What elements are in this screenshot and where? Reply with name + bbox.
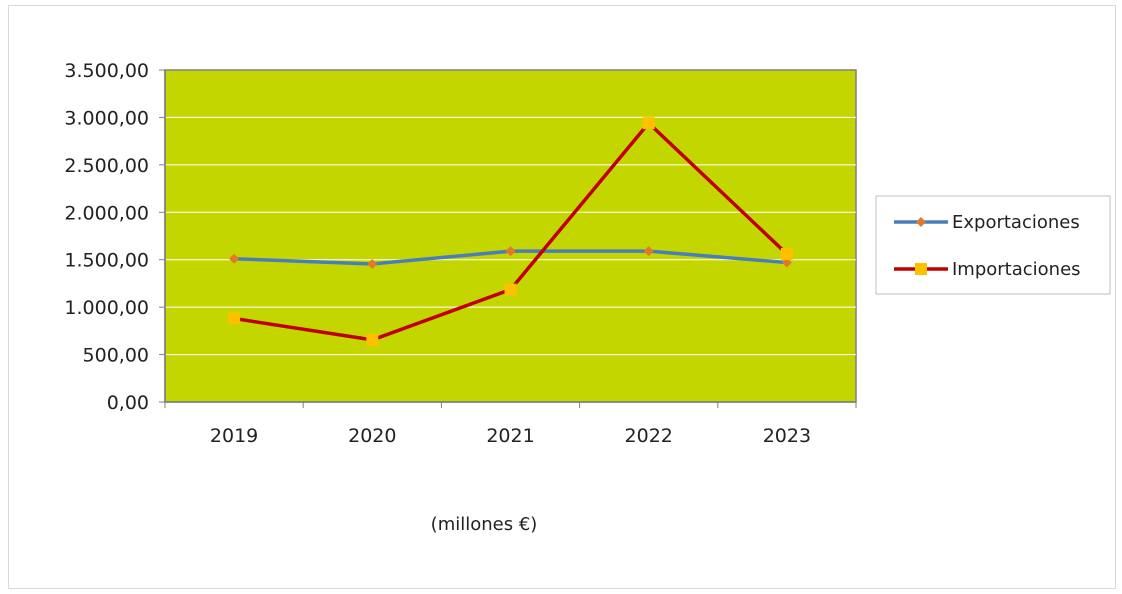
data-point-importaciones xyxy=(228,312,241,325)
x-tick-labels: 2019 2020 2021 2022 2023 xyxy=(210,425,811,447)
data-point-exportaciones xyxy=(643,246,654,257)
legend-label-importaciones: Importaciones xyxy=(952,259,1081,280)
data-point-exportaciones xyxy=(505,246,516,257)
plot-area xyxy=(164,69,857,403)
y-tick-label: 3.000,00 xyxy=(64,107,149,129)
data-point-importaciones xyxy=(504,283,517,296)
data-point-exportaciones xyxy=(781,257,792,268)
y-tick-label: 1.000,00 xyxy=(64,297,149,319)
x-tick-label: 2022 xyxy=(625,425,673,447)
data-point-importaciones xyxy=(780,248,793,261)
y-tick-label: 500,00 xyxy=(83,345,149,367)
data-point-exportaciones xyxy=(367,258,378,269)
y-tick-label: 2.000,00 xyxy=(64,202,149,224)
data-point-importaciones xyxy=(366,333,379,346)
y-tick-label: 3.500,00 xyxy=(64,60,149,82)
series-markers xyxy=(228,117,793,346)
legend-box xyxy=(875,195,1111,295)
x-tick-label: 2023 xyxy=(763,425,811,447)
y-tick-label: 0,00 xyxy=(107,392,149,414)
y-tick-label: 2.500,00 xyxy=(64,155,149,177)
legend-marker-exportaciones xyxy=(916,217,926,227)
x-tick-label: 2020 xyxy=(348,425,396,447)
legend: Exportaciones Importaciones xyxy=(875,195,1111,295)
x-axis-caption: (millones €) xyxy=(431,514,538,535)
data-point-exportaciones xyxy=(229,253,240,264)
x-tick-label: 2019 xyxy=(210,425,258,447)
axes xyxy=(159,69,857,408)
legend-label-exportaciones: Exportaciones xyxy=(952,212,1080,233)
data-point-importaciones xyxy=(642,117,655,130)
x-tick-label: 2021 xyxy=(486,425,534,447)
legend-marker-importaciones xyxy=(915,263,927,275)
y-tick-labels: 0,00 500,00 1.000,00 1.500,00 2.000,00 2.500,… xyxy=(64,60,149,414)
y-tick-label: 1.500,00 xyxy=(64,250,149,272)
